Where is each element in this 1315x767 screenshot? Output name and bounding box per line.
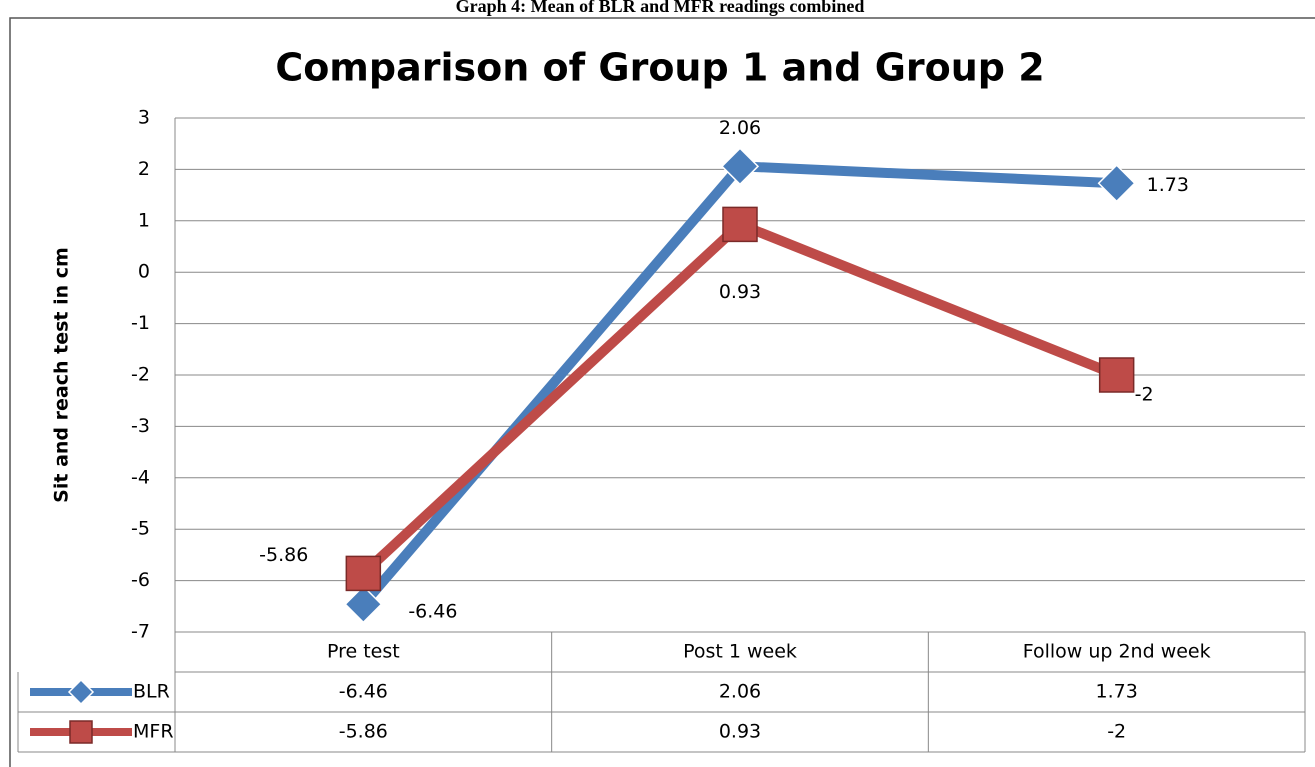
marker [69,720,93,744]
y-tick-label: -4 [131,466,150,488]
marker [1097,164,1136,203]
marker [720,147,760,186]
marker [722,206,758,243]
y-tick-label: 2 [138,158,150,180]
x-tick-label: Pre test [327,641,400,663]
marker [345,555,382,592]
table-value: -2 [1107,721,1126,743]
table-value: 2.06 [719,681,761,703]
x-tick-label: Post 1 week [683,641,797,663]
chart-frame [9,17,1315,767]
x-tick-label: Follow up 2nd week [1023,641,1211,663]
y-tick-label: -1 [131,312,150,334]
table-value: 0.93 [719,721,761,743]
table-value: 1.73 [1096,681,1138,703]
y-tick-label: -2 [131,364,150,386]
legend-label: BLR [133,681,170,703]
caption: Graph 4: Mean of BLR and MFR readings co… [456,0,865,16]
data-label: 2.06 [719,117,761,139]
y-tick-label: 3 [138,107,150,129]
data-label: -2 [1135,384,1154,406]
marker [1098,357,1135,393]
y-tick-label: -5 [131,518,150,540]
table-value: -5.86 [339,721,388,743]
y-tick-label: 0 [138,261,150,283]
table-value: -6.46 [339,681,388,703]
y-tick-label: -6 [131,569,150,591]
chart-title: Comparison of Group 1 and Group 2 [275,46,1044,90]
y-tick-label: 1 [138,209,150,231]
marker [344,585,383,624]
marker [67,678,95,706]
y-tick-label: -7 [131,621,150,643]
data-label: -5.86 [259,544,308,566]
data-label: -6.46 [408,601,457,623]
y-axis-label: Sit and reach test in cm [51,247,73,503]
legend-label: MFR [133,721,174,743]
y-tick-label: -3 [131,415,150,437]
data-label: 1.73 [1147,174,1189,196]
data-label: 0.93 [719,281,761,303]
